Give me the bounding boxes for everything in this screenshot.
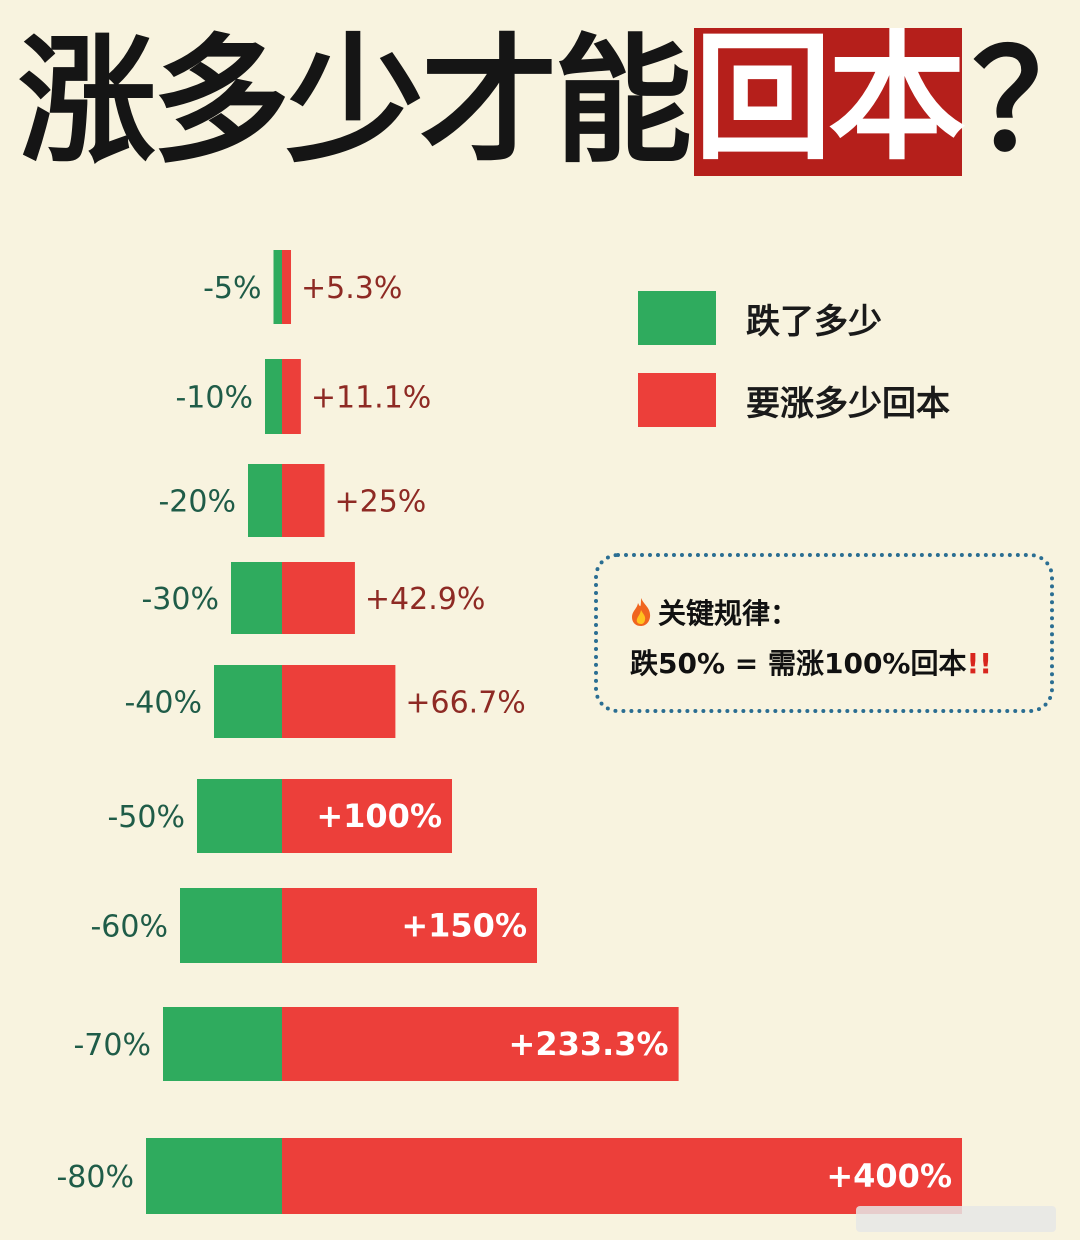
legend: 跌了多少 要涨多少回本 (638, 290, 950, 454)
legend-item-recover: 要涨多少回本 (638, 372, 950, 428)
drop-bar (197, 779, 282, 853)
callout-heading: 关键规律： (630, 589, 1050, 639)
recover-bar (282, 779, 452, 853)
title-highlight: 回本 (694, 18, 966, 179)
drop-label: -40% (124, 686, 202, 721)
title-text-main: 涨多少才能 (18, 21, 692, 182)
legend-label-drop: 跌了多少 (746, 301, 882, 342)
recover-label: +150% (401, 907, 527, 945)
recover-label: +25% (335, 485, 427, 520)
drop-label: -60% (90, 910, 168, 945)
recover-bar (282, 665, 396, 738)
drop-bar (248, 464, 282, 537)
drop-label: -5% (203, 271, 261, 306)
drop-bar (163, 1007, 282, 1081)
recover-bar (282, 1138, 962, 1214)
legend-swatch-drop (638, 291, 716, 345)
key-rule-callout: 关键规律： 跌50% = 需涨100%回本!! (594, 553, 1054, 713)
watermark (856, 1206, 1056, 1232)
drop-bar (231, 562, 282, 634)
drop-label: -20% (158, 485, 236, 520)
drop-bar (180, 888, 282, 963)
recover-bar (282, 888, 537, 963)
recover-bar (282, 359, 301, 434)
recover-bar (282, 250, 292, 324)
recover-label: +100% (316, 797, 442, 835)
recover-label: +42.9% (365, 582, 485, 617)
drop-label: -80% (56, 1160, 134, 1195)
drop-label: -70% (73, 1028, 151, 1063)
drop-label: -30% (141, 582, 219, 617)
legend-label-recover: 要涨多少回本 (746, 383, 950, 424)
drop-bar (214, 665, 282, 738)
title-question-mark: ？ (972, 33, 1080, 171)
recover-label: +5.3% (301, 271, 402, 306)
drop-bar (273, 250, 282, 324)
fire-icon (632, 598, 651, 626)
callout-rule-text: 跌50% = 需涨100%回本 (630, 647, 967, 680)
recover-bar (282, 1007, 679, 1081)
drop-label: -50% (107, 800, 185, 835)
recover-label: +233.3% (509, 1025, 669, 1063)
legend-item-drop: 跌了多少 (638, 290, 950, 346)
recover-bar (282, 562, 355, 634)
recover-label: +400% (826, 1157, 952, 1195)
drop-bar (265, 359, 282, 434)
drop-bar (146, 1138, 282, 1214)
recover-bar (282, 464, 325, 537)
double-exclamation-icon: !! (966, 647, 993, 680)
callout-heading-text: 关键规律： (658, 597, 799, 630)
drop-label: -10% (175, 381, 253, 416)
recover-label: +66.7% (405, 686, 525, 721)
legend-swatch-recover (638, 373, 716, 427)
callout-rule: 跌50% = 需涨100%回本!! (630, 639, 1050, 689)
recover-label: +11.1% (311, 381, 431, 416)
